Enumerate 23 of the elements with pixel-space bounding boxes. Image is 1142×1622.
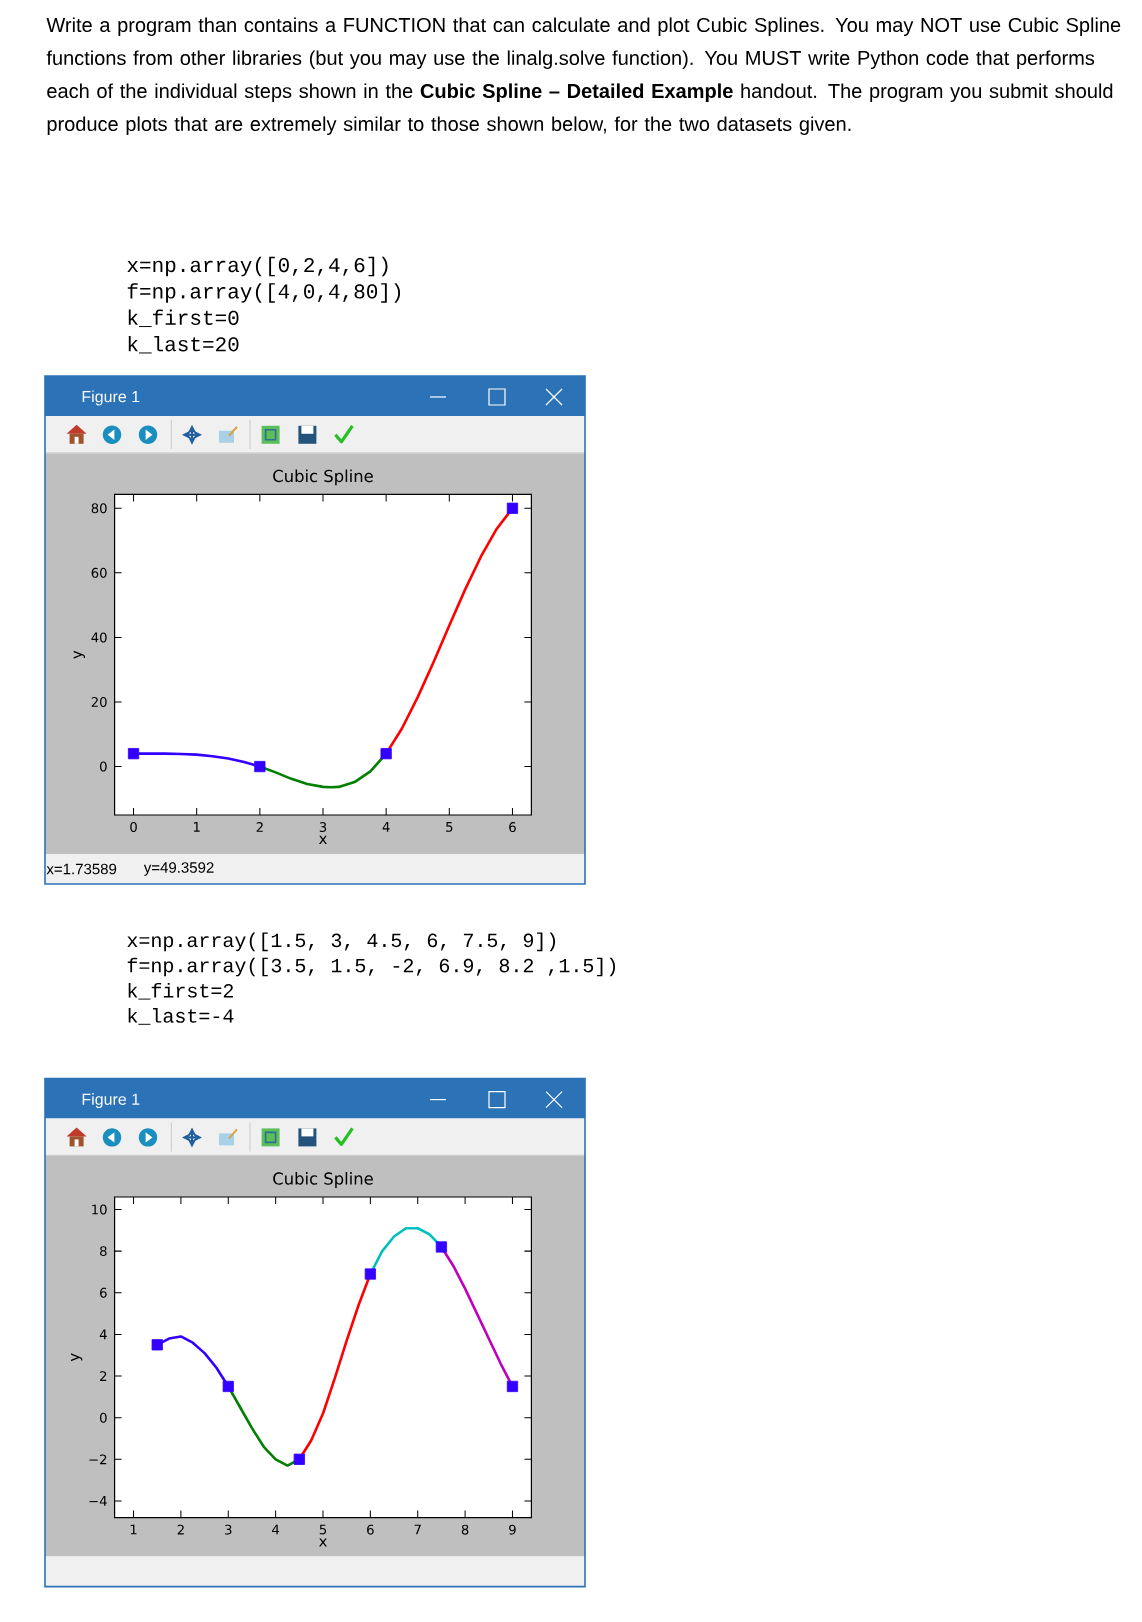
point xyxy=(506,502,519,514)
text: f=np.array([3.5, 1.5, -2, 6.9, 8.2 ,1.5]) xyxy=(127,957,616,977)
point xyxy=(222,1380,234,1393)
caption: Figure 1 xyxy=(82,1093,140,1109)
text: x=np.array([0,2,4,6]) xyxy=(127,256,388,277)
point xyxy=(254,760,266,773)
point xyxy=(364,1268,376,1280)
point xyxy=(506,1380,519,1393)
chart-title: Cubic Spline xyxy=(273,469,373,486)
text: k_first=0 xyxy=(128,309,239,328)
point xyxy=(435,1241,448,1253)
text: k_last=-4 xyxy=(128,1008,234,1025)
text: Write a program than contains a FUNCTION that can calculate and plot Cubic Splines. You may NOT use Cubic Spline functions from other libraries (but you may use the linalg.solve function). You MUST write Python code that performs each of the individual steps shown in the Cubic Spline – Detailed Example handout. The program you submit should produce plots that are extremely similar to those shown below, for the two datasets given. xyxy=(46,17,1121,136)
point xyxy=(293,1453,305,1465)
text: k_last=20 xyxy=(128,335,239,354)
caption: Figure 1 xyxy=(82,390,140,406)
point xyxy=(380,748,392,760)
text: k_first=2 xyxy=(128,982,233,1000)
text: x=np.array([1.5, 3, 4.5, 6, 7.5, 9]) xyxy=(127,932,556,952)
point xyxy=(151,1339,163,1351)
chart-title: Cubic Spline xyxy=(273,1172,373,1188)
text: f=np.array([4,0,4,80]) xyxy=(127,283,401,303)
point xyxy=(127,748,140,760)
